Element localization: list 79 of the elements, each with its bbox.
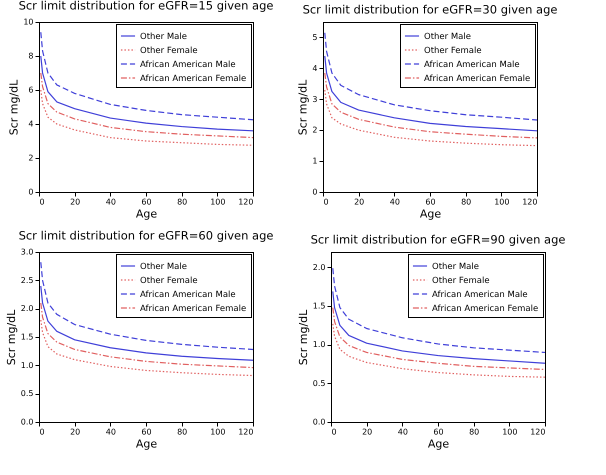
x-tick-label: 120 — [238, 428, 254, 436]
legend-label: African American Female — [432, 304, 538, 314]
y-tick-label: 1.0 — [20, 360, 34, 370]
y-tick-label: 0 — [312, 188, 318, 196]
y-tick-label: 2.0 — [20, 304, 34, 314]
x-tick-label: 120 — [238, 198, 254, 206]
y-tick-label: 1 — [312, 156, 318, 166]
x-tick-label: 60 — [141, 428, 152, 436]
chart-title: Scr limit distribution for eGFR=15 given age — [18, 0, 274, 12]
x-axis-title: Age — [428, 438, 450, 450]
x-tick-label: 100 — [210, 428, 226, 436]
legend-label: African American Male — [140, 290, 236, 300]
x-tick-label: 100 — [210, 198, 226, 206]
legend-label: Other Female — [424, 46, 482, 56]
legend-label: Other Male — [140, 32, 187, 42]
x-axis-title: Age — [420, 208, 442, 220]
legend-label: Other Male — [424, 32, 471, 42]
x-tick-label: 60 — [425, 198, 436, 206]
y-axis-title: Scr mg/dL — [4, 308, 18, 366]
y-axis-title: Scr mg/dL — [296, 308, 310, 366]
x-tick-label: 80 — [177, 428, 188, 436]
y-tick-label: 2.0 — [312, 262, 326, 272]
y-tick-label: 0.5 — [312, 378, 326, 388]
y-tick-label: 0.5 — [20, 389, 34, 398]
x-tick-label: 20 — [70, 198, 80, 206]
y-tick-label: 10 — [23, 18, 34, 26]
y-tick-label: 1.5 — [20, 332, 34, 342]
x-tick-label: 100 — [494, 198, 510, 206]
y-tick-label: 2.5 — [20, 276, 34, 285]
y-tick-label: 5 — [312, 32, 318, 42]
y-tick-label: 1.5 — [312, 302, 326, 311]
y-tick-label: 0 — [28, 188, 34, 196]
x-tick-label: 60 — [141, 198, 152, 206]
legend-label: Other Male — [432, 262, 479, 272]
y-tick-label: 4 — [312, 64, 318, 73]
legend-label: Other Female — [432, 276, 490, 286]
x-tick-label: 0 — [40, 198, 45, 206]
x-tick-label: 20 — [362, 428, 372, 436]
legend-label: Other Male — [140, 262, 187, 272]
legend-label: Other Female — [140, 276, 198, 286]
y-axis-title: Scr mg/dL — [7, 78, 20, 136]
x-axis-title: Age — [136, 208, 158, 220]
x-axis-title: Age — [136, 438, 158, 450]
x-tick-label: 80 — [177, 198, 188, 206]
legend-label: African American Male — [432, 290, 528, 300]
x-tick-label: 40 — [398, 428, 408, 436]
y-tick-label: 8 — [28, 52, 34, 60]
y-tick-label: 3 — [312, 94, 318, 104]
x-tick-label: 40 — [390, 198, 400, 206]
x-tick-label: 0 — [332, 428, 337, 436]
y-tick-label: 3.0 — [20, 248, 34, 256]
y-tick-label: 2 — [312, 126, 318, 135]
x-tick-label: 20 — [70, 428, 80, 436]
legend-label: African American Male — [140, 60, 236, 70]
legend-label: African American Male — [424, 60, 520, 70]
x-tick-label: 40 — [106, 428, 116, 436]
legend-label: Other Female — [140, 46, 198, 56]
y-tick-label: 0.0 — [312, 418, 326, 426]
chart-title: Scr limit distribution for eGFR=30 given age — [302, 2, 558, 16]
chart-title: Scr limit distribution for eGFR=60 given age — [18, 228, 274, 242]
x-tick-label: 0 — [40, 428, 45, 436]
legend-label: African American Female — [140, 74, 246, 84]
x-tick-label: 60 — [433, 428, 444, 436]
x-tick-label: 100 — [502, 428, 518, 436]
y-tick-label: 6 — [28, 86, 34, 94]
chart-title: Scr limit distribution for eGFR=90 given age — [310, 232, 566, 246]
legend-label: African American Female — [424, 74, 530, 84]
y-axis-title: Scr mg/dL — [296, 78, 310, 136]
y-tick-label: 2 — [28, 154, 34, 162]
x-tick-label: 120 — [522, 198, 538, 206]
legend-label: African American Female — [140, 304, 246, 314]
x-tick-label: 120 — [530, 428, 546, 436]
x-tick-label: 40 — [106, 198, 116, 206]
y-tick-label: 1.0 — [312, 340, 326, 350]
y-tick-label: 0.0 — [20, 418, 34, 426]
x-tick-label: 20 — [354, 198, 364, 206]
x-tick-label: 80 — [469, 428, 480, 436]
x-tick-label: 80 — [461, 198, 472, 206]
y-tick-label: 4 — [28, 120, 34, 128]
